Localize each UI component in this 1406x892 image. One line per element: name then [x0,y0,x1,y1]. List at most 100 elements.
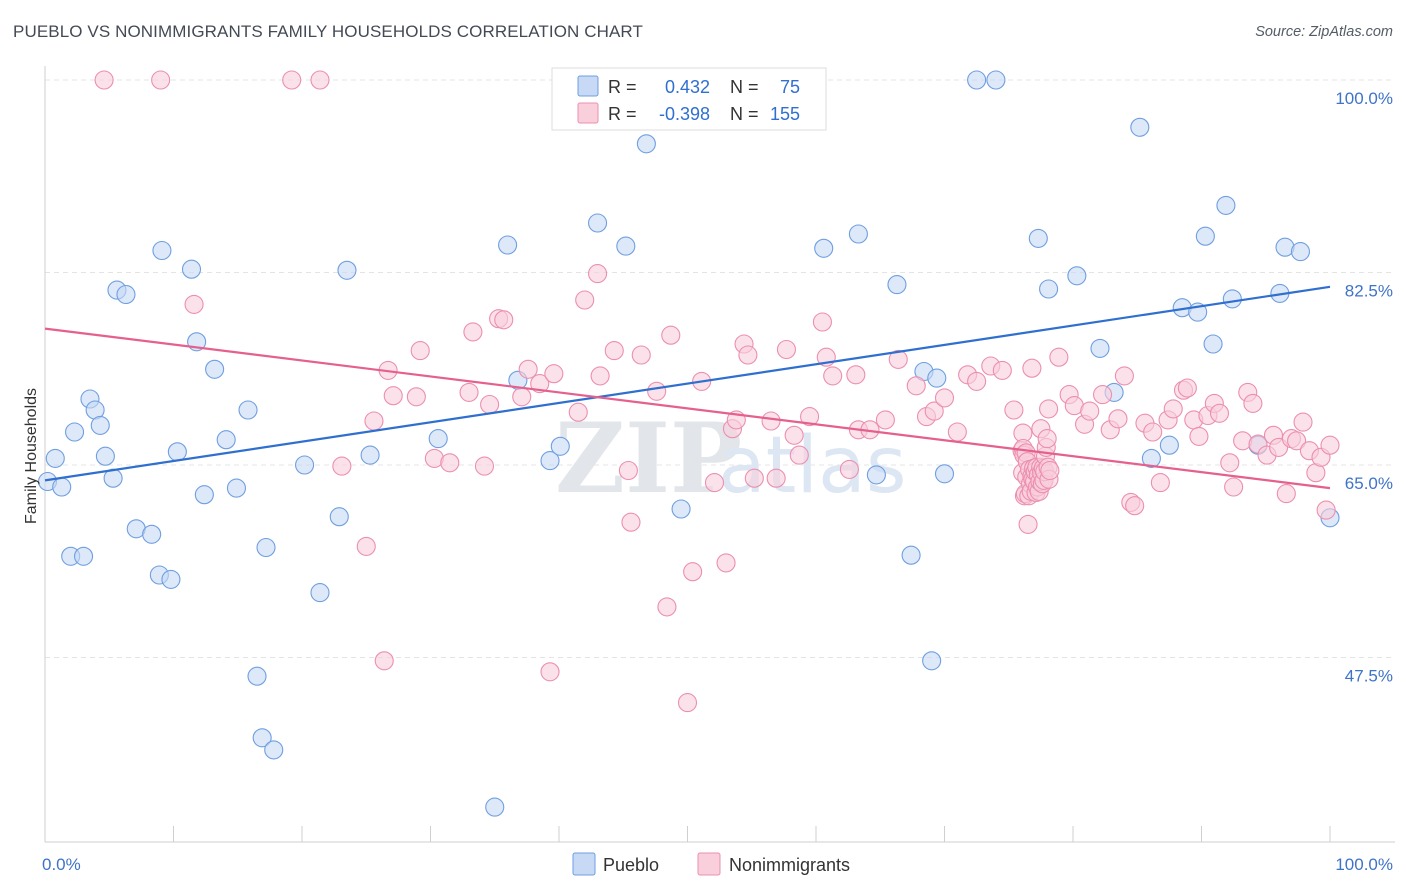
legend-n-value-pueblo: 75 [780,77,800,97]
legend-r-label-nonimmigrants: R = [608,104,637,124]
pueblo-trend-line [44,285,1331,482]
nonimmigrants-point-84 [1108,409,1128,429]
nonimmigrants-point-25 [544,364,564,384]
bottom-legend-label-nonimmigrants: Nonimmigrants [729,855,850,875]
nonimmigrants-point-2 [184,294,204,314]
nonimmigrants-point-94 [1177,378,1197,398]
pueblo-point-41 [587,213,608,233]
legend-swatch-pueblo [577,75,599,97]
nonimmigrants-point-100 [1220,453,1240,473]
pueblo-point-43 [636,134,656,154]
nonimmigrants-point-48 [761,411,781,431]
pueblo-point-34 [360,445,380,465]
pueblo-point-4 [65,422,85,442]
nonimmigrants-point-32 [618,460,638,481]
pueblo-point-29 [264,740,284,760]
axes [44,66,1395,843]
pueblo-point-68 [1203,334,1223,354]
pueblo-point-21 [194,485,214,505]
pueblo-point-35 [428,429,448,449]
pueblo-point-74 [1290,242,1310,262]
pueblo-point-30 [295,455,315,475]
nonimmigrants-trend-line [44,327,1331,490]
legend-n-value-nonimmigrants: 155 [770,104,800,124]
nonimmigrants-point-21 [512,387,532,407]
pueblo-point-54 [934,464,955,484]
nonimmigrants-point-50 [776,339,796,360]
bottom-legend-swatch-pueblo [572,852,596,876]
nonimmigrants-point-7 [364,411,384,431]
nonimmigrants-point-54 [812,312,832,332]
pueblo-point-18 [167,442,187,462]
nonimmigrants-point-24 [540,662,560,682]
nonimmigrants-point-35 [647,381,667,401]
nonimmigrants-point-31 [604,341,624,361]
pueblo-point-24 [226,478,247,498]
nonimmigrants-point-28 [575,290,595,310]
nonimmigrants-point-1 [151,70,171,90]
nonimmigrants-point-82 [1093,385,1113,405]
nonimmigrants-point-47 [744,468,764,488]
source-label: Source: ZipAtlas.com [1255,24,1393,40]
nonimmigrants-points [94,70,1340,713]
bottom-legend-label-pueblo: Pueblo [603,855,659,875]
nonimmigrants-point-30 [590,366,610,386]
pueblo-point-1 [45,448,65,468]
nonimmigrants-point-127 [1018,514,1038,534]
nonimmigrants-point-34 [631,345,651,365]
pueblo-point-62 [1130,117,1150,137]
pueblo-point-40 [550,436,570,456]
nonimmigrants-point-29 [587,264,608,284]
pueblo-point-25 [238,400,258,420]
pueblo-point-56 [986,70,1006,90]
gridlines [45,79,1395,658]
pueblo-point-44 [671,499,691,519]
legend-r-value-nonimmigrants: -0.398 [659,104,710,124]
nonimmigrants-point-101 [1224,477,1244,497]
nonimmigrants-point-92 [1163,399,1183,419]
nonimmigrants-point-65 [924,401,944,421]
bottom-legend-swatch-nonimmigrants [697,852,721,876]
pueblo-point-48 [866,465,886,485]
pueblo-point-31 [310,583,330,603]
nonimmigrants-point-61 [875,410,895,430]
pueblo-point-36 [485,797,505,817]
pueblo-point-39 [540,451,560,471]
nonimmigrants-point-104 [1243,393,1263,413]
pueblo-point-50 [901,545,921,565]
y-tick-label-3: 100.0% [1335,89,1393,108]
nonimmigrants-point-85 [1114,366,1134,386]
nonimmigrants-point-6 [356,536,376,556]
nonimmigrants-point-52 [789,445,809,465]
trend-lines [44,285,1331,490]
nonimmigrants-point-20 [494,310,514,330]
nonimmigrants-point-90 [1150,473,1170,493]
nonimmigrants-point-15 [459,382,479,402]
pueblo-point-47 [848,224,868,244]
nonimmigrants-point-69 [967,371,987,391]
y-tick-label-2: 82.5% [1345,282,1393,301]
nonimmigrants-point-117 [1320,435,1340,455]
pueblo-point-58 [1039,279,1059,299]
pueblo-point-16 [152,240,172,261]
nonimmigrants-point-37 [661,325,681,345]
y-axis-label: Family Households [23,388,40,524]
pueblo-point-52 [922,651,942,671]
x-tick-label-min: 0.0% [42,855,81,874]
nonimmigrants-point-10 [383,386,403,406]
nonimmigrants-point-63 [906,376,926,396]
pueblo-point-55 [967,70,987,90]
nonimmigrants-point-38 [677,693,698,713]
nonimmigrants-point-57 [839,459,859,479]
nonimmigrants-point-22 [518,359,538,379]
nonimmigrants-point-42 [716,553,736,573]
nonimmigrants-point-51 [784,425,804,445]
pueblo-point-37 [498,235,518,255]
pueblo-point-70 [1222,289,1242,309]
nonimmigrants-point-3 [282,70,302,90]
pueblo-point-2 [52,477,72,497]
nonimmigrants-point-99 [1209,403,1230,423]
nonimmigrants-point-89 [1143,422,1163,442]
y-tick-labels: 47.5% 65.0% 82.5% 100.0% [1335,89,1393,686]
